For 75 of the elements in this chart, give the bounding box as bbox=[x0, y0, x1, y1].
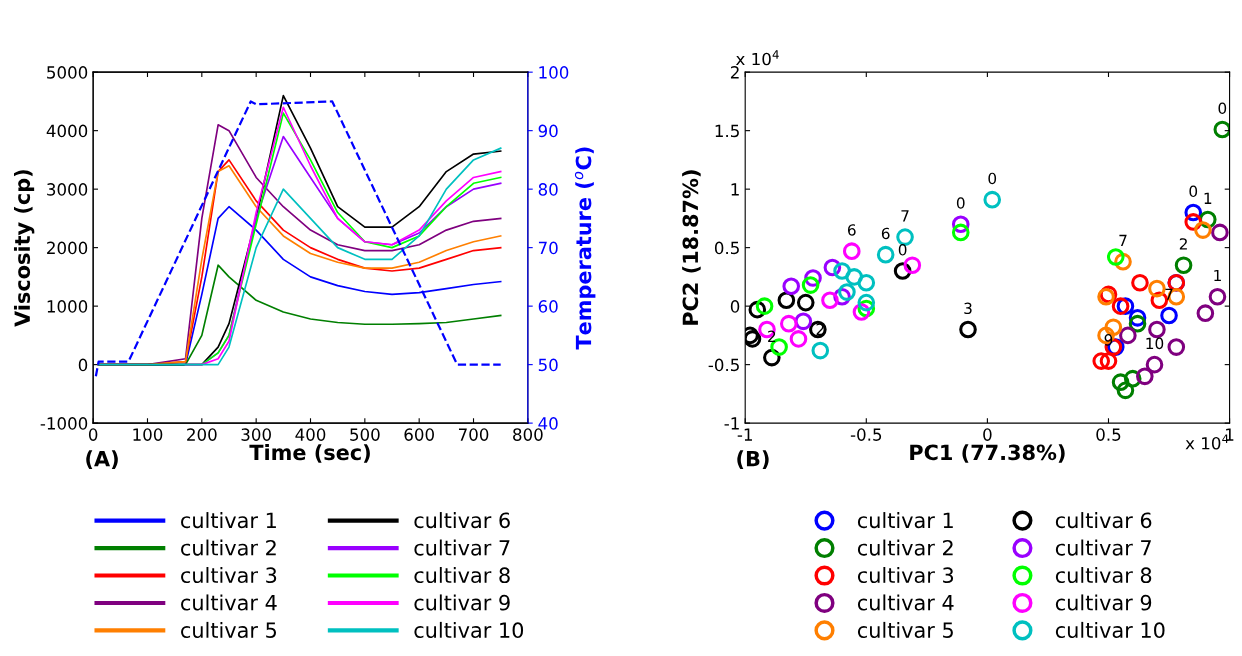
annotation: 1 bbox=[1204, 192, 1212, 204]
y-tick-label: 1000 bbox=[47, 300, 88, 313]
y2-tick-label: 90 bbox=[538, 124, 558, 138]
legend-label: cultivar 4 bbox=[181, 594, 277, 611]
annotation: 3 bbox=[964, 302, 972, 315]
annotation: 2 bbox=[1179, 238, 1187, 250]
y-tick-label: 5000 bbox=[47, 66, 88, 79]
legend-label: cultivar 5 bbox=[181, 621, 277, 639]
legend-label: cultivar 1 bbox=[181, 512, 276, 529]
y2-tick-label: 80 bbox=[538, 183, 558, 196]
annotation: 0 bbox=[1218, 102, 1227, 115]
y-axis-title: Viscosity (cp) bbox=[13, 170, 35, 327]
x-tick-label: 0.5 bbox=[1096, 428, 1121, 441]
y-tick-label: -1 bbox=[724, 417, 739, 430]
y-axis-title: PC2 (18.87%) bbox=[682, 170, 701, 325]
y-tick-label: 2000 bbox=[47, 241, 88, 255]
y2-tick-label: 40 bbox=[538, 417, 558, 430]
legend-label: cultivar 9 bbox=[414, 594, 510, 611]
y2-tick-label: 70 bbox=[538, 241, 558, 255]
x-tick-label: -0.5 bbox=[850, 428, 882, 441]
annotation: 0 bbox=[898, 244, 907, 256]
x-tick-label: 100 bbox=[133, 428, 163, 441]
legend-label: cultivar 8 bbox=[414, 566, 510, 584]
annotation: 0 bbox=[1189, 185, 1198, 198]
legend-label: cultivar 5 bbox=[857, 621, 953, 639]
x-axis-title: Time (sec) bbox=[249, 444, 370, 463]
legend-label: cultivar 10 bbox=[414, 621, 524, 639]
y-tick-label: -1000 bbox=[40, 417, 88, 430]
x-tick-label: 300 bbox=[241, 428, 271, 441]
text: x 10$^{4}$ bbox=[735, 50, 779, 66]
legend-label: cultivar 8 bbox=[1055, 566, 1152, 584]
legend-label: cultivar 6 bbox=[1055, 512, 1152, 529]
x-tick-label: 200 bbox=[187, 428, 217, 441]
y2-tick-label: 100 bbox=[539, 66, 569, 79]
x-tick-label: 0 bbox=[983, 428, 992, 441]
y-tick-label: 3000 bbox=[47, 183, 88, 196]
legend-label: cultivar 2 bbox=[857, 539, 953, 556]
annotation: 0 bbox=[956, 197, 965, 209]
text: (A) bbox=[86, 450, 118, 469]
annotation: 7 bbox=[1119, 234, 1127, 246]
x-tick-label: 600 bbox=[404, 428, 434, 441]
x-tick-label: 400 bbox=[295, 428, 326, 441]
y-tick-label: 1.5 bbox=[715, 124, 739, 138]
legend-label: cultivar 7 bbox=[414, 539, 510, 556]
annotation: 1 bbox=[1214, 269, 1221, 282]
legend-label: cultivar 1 bbox=[857, 512, 953, 529]
x-tick-label: 700 bbox=[458, 428, 489, 441]
y-tick-label: 1 bbox=[731, 183, 739, 196]
y2-axis-title: Temperature ($^{o}$C) bbox=[574, 147, 596, 350]
x-tick-label: 800 bbox=[513, 428, 543, 441]
legend-label: cultivar 7 bbox=[1055, 539, 1151, 556]
y-tick-label: 0 bbox=[730, 300, 740, 313]
annotation: 6 bbox=[881, 227, 890, 240]
y-tick-label: 0 bbox=[78, 358, 88, 372]
y-tick-label: 2 bbox=[730, 66, 739, 79]
y-tick-label: 4000 bbox=[46, 124, 88, 138]
y-tick-label: 0.5 bbox=[714, 241, 739, 255]
annotation: 10 bbox=[1146, 337, 1164, 350]
legend-label: cultivar 2 bbox=[181, 539, 276, 556]
text: (B) bbox=[737, 450, 769, 469]
legend-label: cultivar 4 bbox=[857, 594, 954, 611]
legend-label: cultivar 3 bbox=[857, 566, 954, 584]
y2-tick-label: 60 bbox=[538, 300, 558, 313]
x-axis-title: PC1 (77.38%) bbox=[910, 444, 1065, 463]
annotation: 6 bbox=[847, 224, 856, 236]
y-tick-label: -0.5 bbox=[708, 358, 739, 372]
x-tick-label: 500 bbox=[350, 428, 380, 441]
annotation: 0 bbox=[988, 172, 997, 185]
x-tick-label: 0 bbox=[88, 428, 98, 441]
legend-label: cultivar 10 bbox=[1055, 621, 1165, 639]
legend-label: cultivar 9 bbox=[1055, 594, 1152, 611]
annotation: 7 bbox=[901, 210, 909, 222]
y2-tick-label: 50 bbox=[538, 358, 558, 372]
legend-label: cultivar 3 bbox=[181, 566, 277, 584]
legend-label: cultivar 6 bbox=[414, 512, 510, 529]
